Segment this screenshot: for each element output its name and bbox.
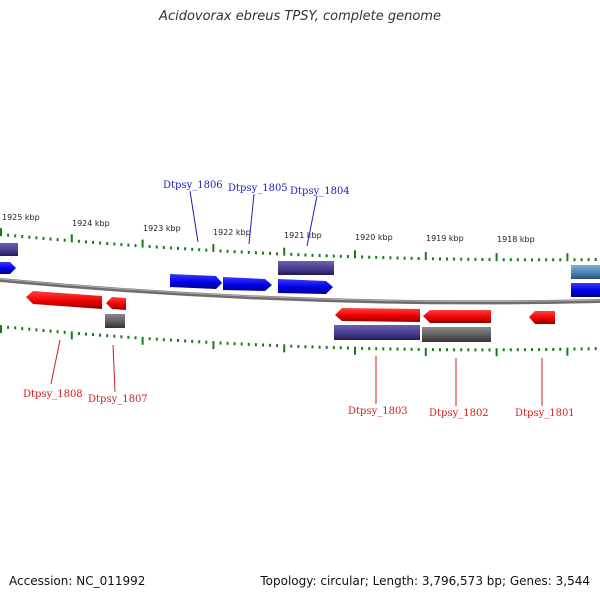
gene-arrow-dtpsy-1808[interactable] — [26, 291, 102, 309]
genome-summary: Topology: circular; Length: 3,796,573 bp… — [260, 574, 590, 588]
gene-label[interactable]: Dtpsy_1802 — [429, 408, 489, 419]
gene-arrow-dtpsy-1806[interactable] — [170, 274, 222, 289]
gene-arrow-dtpsy-1805[interactable] — [223, 277, 272, 291]
gene-label[interactable]: Dtpsy_1804 — [290, 186, 350, 197]
kbp-label: 1921 kbp — [284, 231, 322, 240]
domain-feature[interactable] — [278, 261, 334, 275]
domain-feature[interactable] — [0, 243, 18, 256]
kbp-label: 1924 kbp — [72, 219, 110, 228]
domain-feature[interactable] — [571, 265, 600, 279]
kbp-label: 1919 kbp — [426, 234, 464, 243]
gene-label[interactable]: Dtpsy_1806 — [163, 180, 223, 191]
leader-line — [50, 339, 61, 385]
gene-arrow-dtpsy-1802[interactable] — [423, 310, 491, 323]
gene-arrow-dtpsy-1801[interactable] — [529, 311, 555, 324]
gene-label[interactable]: Dtpsy_1808 — [23, 389, 83, 400]
gene-label[interactable]: Dtpsy_1807 — [88, 394, 148, 405]
gene-arrow-forward[interactable] — [0, 262, 16, 274]
leader-line — [306, 195, 318, 247]
kbp-label: 1918 kbp — [497, 235, 535, 244]
leader-line — [248, 193, 255, 245]
domain-feature[interactable] — [334, 325, 420, 340]
gene-arrow-dtpsy-1803[interactable] — [335, 308, 420, 322]
outer-tick-track — [0, 228, 597, 262]
inner-tick-track — [0, 325, 597, 357]
kbp-label: 1920 kbp — [355, 233, 393, 242]
gene-arrow-dtpsy-1807[interactable] — [106, 297, 126, 310]
gene-arrow-dtpsy-1804[interactable] — [278, 279, 333, 294]
gene-label[interactable]: Dtpsy_1801 — [515, 408, 575, 419]
genome-backbone — [0, 278, 600, 305]
leader-line — [189, 190, 199, 243]
gene-arrow-forward[interactable] — [571, 283, 600, 297]
accession-text: Accession: NC_011992 — [9, 574, 146, 588]
leader-line — [112, 344, 116, 393]
kbp-label: 1925 kbp — [2, 213, 40, 222]
domain-feature[interactable] — [422, 327, 491, 342]
kbp-label: 1923 kbp — [143, 224, 181, 233]
kbp-label: 1922 kbp — [213, 228, 251, 237]
domain-feature[interactable] — [105, 314, 125, 328]
gene-label[interactable]: Dtpsy_1805 — [228, 183, 288, 194]
genome-title: Acidovorax ebreus TPSY, complete genome — [159, 9, 441, 24]
gene-label[interactable]: Dtpsy_1803 — [348, 406, 408, 417]
